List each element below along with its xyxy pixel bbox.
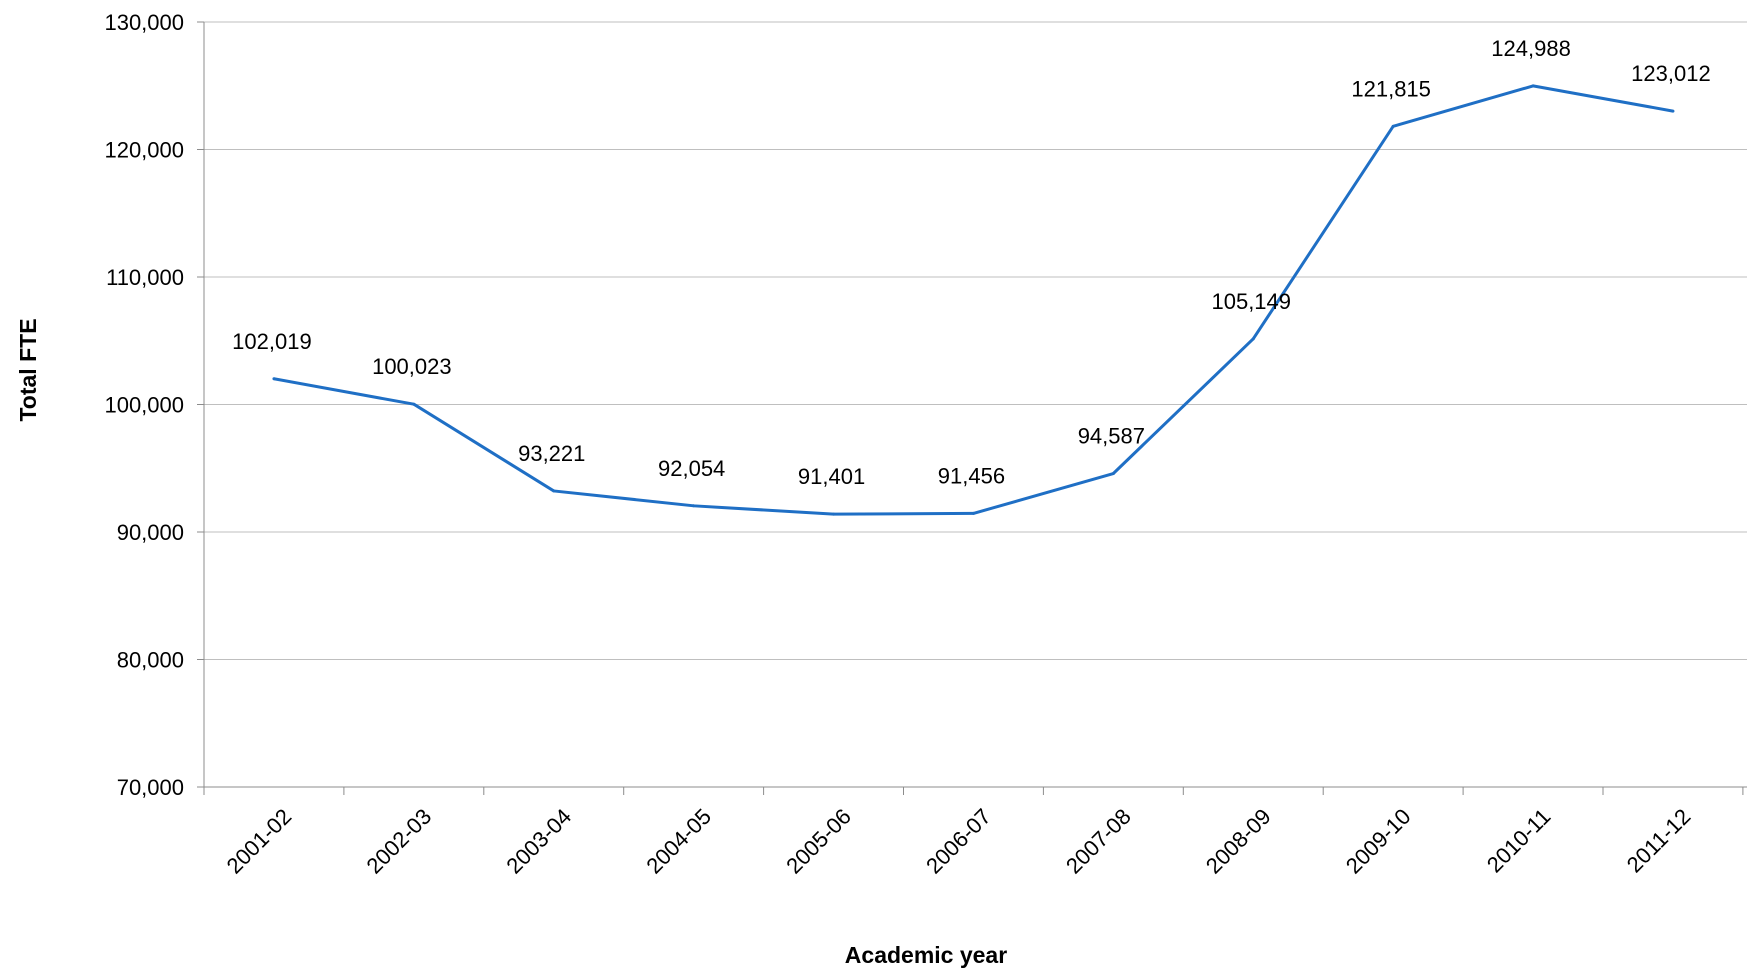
x-tick-labels: 2001-02 2002-03 2003-04 2004-05 2005-06 2006-… [222,804,1696,879]
data-point [272,377,276,381]
data-point [552,489,556,493]
data-point [1671,109,1675,113]
x-tick-label: 2011-12 [1622,804,1696,878]
data-label: 100,023 [372,354,452,379]
data-point [1111,472,1115,476]
x-tick-label: 2001-02 [222,804,297,879]
x-tick-label: 2006-07 [921,804,996,879]
gridlines [204,21,1747,660]
data-point [971,511,975,515]
data-label: 123,012 [1631,61,1711,86]
x-tick-label: 2010-11 [1482,804,1556,878]
data-point [412,402,416,406]
data-labels: 102,019 100,023 93,221 92,054 91,401 91,456 94… [232,36,1711,489]
x-tick-label: 2003-04 [501,804,576,879]
x-tick-label: 2007-08 [1061,804,1136,879]
x-axis-title: Academic year [845,942,1007,968]
data-label: 92,054 [658,456,725,481]
series-line [273,84,1674,516]
data-label: 102,019 [232,329,312,354]
y-tick-label: 80,000 [117,648,184,673]
data-label: 91,401 [798,464,865,489]
data-point [1531,84,1535,88]
data-point [1251,337,1255,341]
data-point [692,504,696,508]
data-label: 121,815 [1351,76,1431,101]
series [272,84,1675,516]
x-tick-label: 2005-06 [781,804,856,879]
data-label: 94,587 [1078,424,1145,449]
x-tick-label: 2004-05 [641,804,716,879]
y-tick-label: 130,000 [104,10,184,35]
y-tick-labels: 70,000 80,000 90,000 100,000 110,000 120,000 1… [104,10,184,800]
x-tick-label: 2009-10 [1341,804,1416,879]
data-label: 93,221 [518,441,585,466]
x-tick-label: 2002-03 [361,804,436,879]
data-point [832,512,836,516]
x-tick-label: 2008-09 [1201,804,1276,879]
axes [197,21,1747,795]
y-axis-title: Total FTE [15,318,41,421]
y-tick-label: 100,000 [104,393,184,418]
data-label: 124,988 [1491,36,1571,61]
data-point [1391,124,1395,128]
data-label: 91,456 [938,463,1005,488]
y-tick-label: 90,000 [117,520,184,545]
y-tick-label: 70,000 [117,775,184,800]
y-tick-label: 110,000 [106,265,184,290]
y-tick-label: 120,000 [104,138,184,163]
data-label: 105,149 [1211,289,1291,314]
